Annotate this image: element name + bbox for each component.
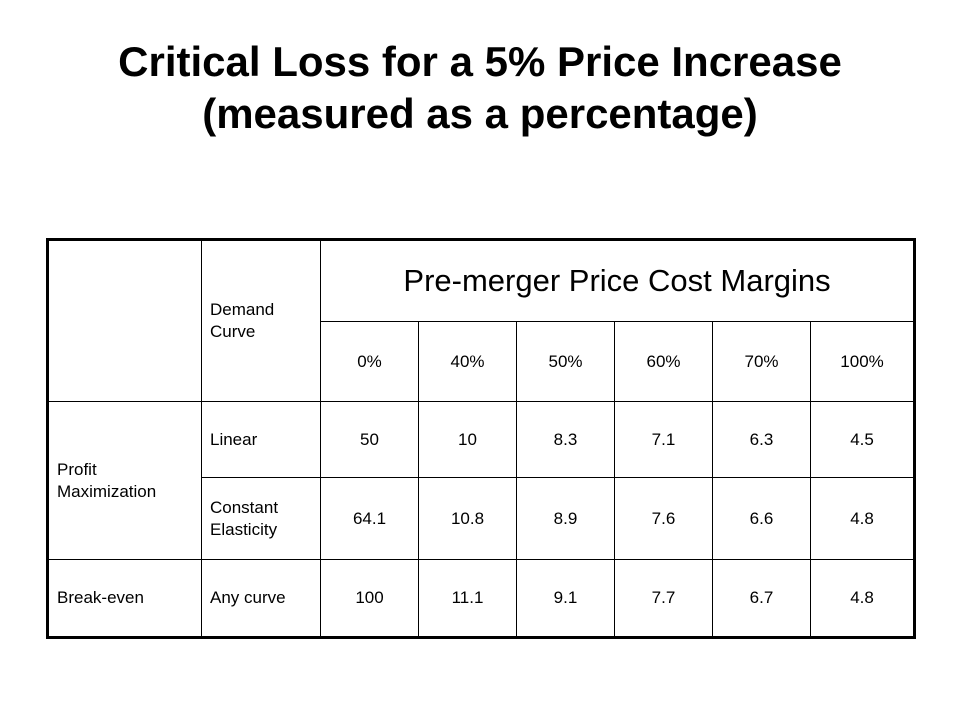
- slide-title-line-1: Critical Loss for a 5% Price Increase: [118, 38, 842, 85]
- value-cell: 10: [418, 401, 517, 478]
- value-cell: 8.3: [516, 401, 615, 478]
- margin-header-cell: 100%: [809, 321, 916, 402]
- value-cell: 8.9: [516, 477, 615, 560]
- value-cell: 100: [320, 559, 419, 638]
- value-cell: 7.6: [614, 477, 713, 560]
- value-cell: 6.7: [712, 559, 811, 638]
- margin-header-cell: 60%: [614, 321, 713, 402]
- margin-header-cell: 50%: [516, 321, 615, 402]
- value-cell: 7.7: [614, 559, 713, 638]
- margin-header-cell: 70%: [712, 321, 811, 402]
- value-cell: 64.1: [320, 477, 419, 560]
- value-cell: 6.6: [712, 477, 811, 560]
- value-cell: 50: [320, 401, 419, 478]
- value-cell: 6.3: [712, 401, 811, 478]
- margins-header: Pre-merger Price Cost Margins: [319, 239, 916, 322]
- group-label-break-even: Break-even: [47, 559, 202, 638]
- table-row: Profit Maximization Linear 50 10 8.3 7.1…: [47, 401, 916, 560]
- margin-header-cell: 0%: [320, 321, 419, 402]
- curve-label: Constant Elasticity: [201, 477, 321, 560]
- corner-cell: [47, 239, 202, 402]
- value-cell: 11.1: [418, 559, 517, 638]
- value-cell: 10.8: [418, 477, 517, 560]
- slide-title-line-2: (measured as a percentage): [202, 90, 758, 137]
- value-cell: 4.8: [809, 559, 916, 638]
- table-row: Constant Elasticity 64.1 10.8 8.9 7.6 6.…: [48, 477, 916, 560]
- value-cell: 7.1: [614, 401, 713, 478]
- demand-curve-header: Demand Curve: [201, 239, 321, 402]
- value-cell: 4.5: [809, 401, 916, 478]
- margin-header-cell: 40%: [418, 321, 517, 402]
- value-cell: 9.1: [516, 559, 615, 638]
- critical-loss-table: Demand Curve Pre-merger Price Cost Margi…: [46, 238, 917, 639]
- value-cell: 4.8: [809, 477, 916, 560]
- group-label-profit-maximization: Profit Maximization: [47, 401, 202, 560]
- slide-title: Critical Loss for a 5% Price Increase (m…: [0, 36, 960, 140]
- curve-label: Linear: [201, 401, 321, 478]
- curve-label: Any curve: [201, 559, 321, 638]
- table-row: Break-even Any curve 100 11.1 9.1 7.7 6.…: [47, 559, 916, 638]
